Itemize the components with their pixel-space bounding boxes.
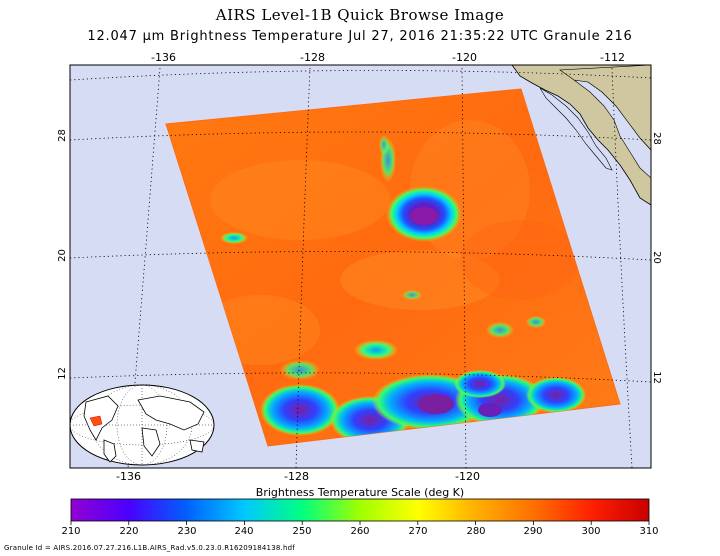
globe-inset — [69, 384, 215, 466]
lon-label-bottom: -120 — [455, 470, 480, 483]
lon-label-bottom: -136 — [116, 470, 141, 483]
colorbar-tick: 300 — [581, 526, 601, 537]
colorbar — [70, 498, 650, 525]
chart-title: AIRS Level-1B Quick Browse Image — [215, 6, 505, 24]
lon-label-top: -136 — [151, 51, 176, 64]
lat-label-right: 28 — [650, 132, 662, 145]
colorbar-tick: 220 — [119, 526, 139, 537]
colorbar-tick: 240 — [234, 526, 254, 537]
lat-label-right: 12 — [650, 371, 662, 384]
chart-subtitle: 12.047 µm Brightness Temperature Jul 27,… — [87, 29, 633, 44]
lat-label-left: 12 — [56, 367, 68, 380]
colorbar-tick: 250 — [292, 526, 312, 537]
colorbar-tick: 270 — [408, 526, 428, 537]
colorbar-title: Brightness Temperature Scale (deg K) — [255, 486, 465, 499]
colorbar-tick: 210 — [61, 526, 81, 537]
lat-label-left: 20 — [56, 249, 68, 262]
lon-label-bottom: -128 — [284, 470, 309, 483]
colorbar-tick: 310 — [639, 526, 659, 537]
lon-label-top: -120 — [452, 51, 477, 64]
colorbar-tick: 260 — [350, 526, 370, 537]
lon-label-top: -112 — [600, 51, 625, 64]
lat-label-right: 20 — [650, 251, 662, 264]
lat-label-left: 28 — [56, 129, 68, 142]
colorbar-tick: 280 — [466, 526, 486, 537]
lon-label-top: -128 — [300, 51, 325, 64]
colorbar-tick: 230 — [177, 526, 197, 537]
land-masses — [498, 65, 651, 206]
colorbar-tick: 290 — [523, 526, 543, 537]
granule-id: Granule Id = AIRS.2016.07.27.216.L1B.AIR… — [4, 544, 295, 552]
